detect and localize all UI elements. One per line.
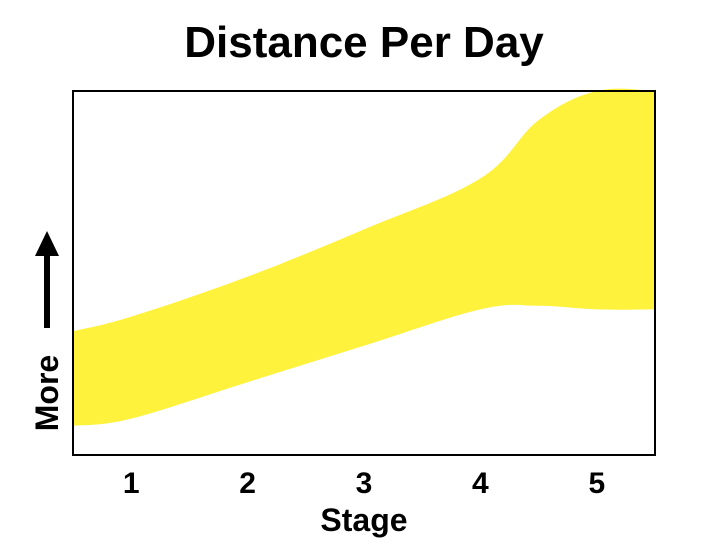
chart-title: Distance Per Day (184, 18, 544, 67)
plot-frame (72, 90, 656, 456)
distance-band-0 (73, 88, 655, 426)
plot-area (73, 88, 655, 426)
x-tick-labels: 1 2 3 4 5 (123, 467, 605, 500)
x-axis-label: Stage (320, 502, 407, 538)
x-tick-label: 2 (239, 467, 256, 500)
y-axis-arrow (35, 231, 59, 328)
x-tick-label: 4 (472, 467, 489, 500)
x-tick-label: 1 (123, 467, 140, 500)
x-tick-label: 5 (588, 467, 605, 500)
x-tick-label: 3 (356, 467, 373, 500)
y-axis-label: More (29, 355, 65, 431)
